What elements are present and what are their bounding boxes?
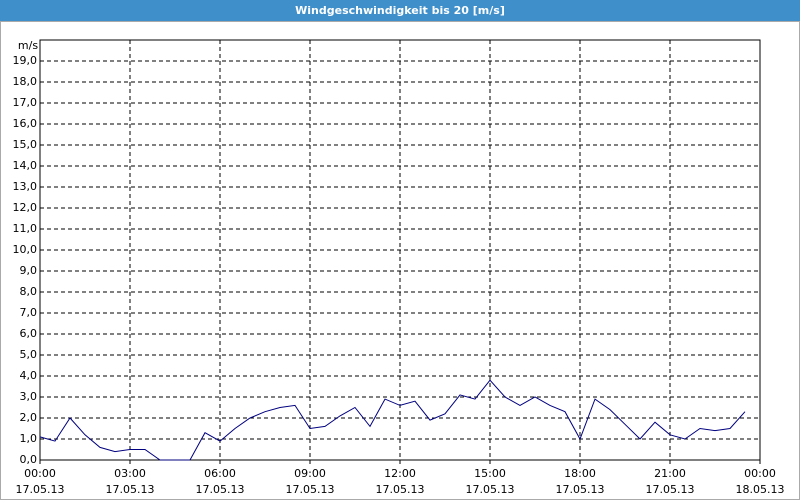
y-tick-label: 9,0 bbox=[20, 264, 38, 277]
y-tick-label: 1,0 bbox=[20, 432, 38, 445]
y-tick-label: 17,0 bbox=[13, 96, 38, 109]
y-tick-label: 14,0 bbox=[13, 159, 38, 172]
y-tick-label: 0,0 bbox=[20, 453, 38, 466]
y-tick-label: 18,0 bbox=[13, 75, 38, 88]
y-tick-label: 15,0 bbox=[13, 138, 38, 151]
plot-frame bbox=[39, 39, 761, 461]
x-tick-label: 03:00 17.05.13 bbox=[105, 467, 155, 496]
y-unit: m/s bbox=[18, 39, 38, 52]
y-tick-label: 10,0 bbox=[13, 243, 38, 256]
y-tick-label: 8,0 bbox=[20, 285, 38, 298]
y-tick-label: 11,0 bbox=[13, 222, 38, 235]
x-tick-label: 18:00 17.05.13 bbox=[555, 467, 605, 496]
y-tick-label: 12,0 bbox=[13, 201, 38, 214]
x-tick-label: 21:00 17.05.13 bbox=[645, 467, 695, 496]
y-tick-label: 4,0 bbox=[20, 369, 38, 382]
y-tick-label: 5,0 bbox=[20, 348, 38, 361]
y-tick-label: 13,0 bbox=[13, 180, 38, 193]
x-tick-label: 15:00 17.05.13 bbox=[465, 467, 515, 496]
y-tick-label: 7,0 bbox=[20, 306, 38, 319]
x-tick-label: 09:00 17.05.13 bbox=[285, 467, 335, 496]
x-tick-label: 00:00 18.05.13 bbox=[735, 467, 785, 496]
chart-title: Windgeschwindigkeit bis 20 [m/s] bbox=[0, 0, 800, 21]
y-tick-label: 2,0 bbox=[20, 411, 38, 424]
y-tick-label: 6,0 bbox=[20, 327, 38, 340]
x-tick-label: 12:00 17.05.13 bbox=[375, 467, 425, 496]
x-tick-label: 06:00 17.05.13 bbox=[195, 467, 245, 496]
y-tick-label: 16,0 bbox=[13, 117, 38, 130]
data-line bbox=[39, 379, 746, 461]
x-tick-label: 00:00 17.05.13 bbox=[15, 467, 65, 496]
y-tick-label: 19,0 bbox=[13, 54, 38, 67]
y-tick-label: 3,0 bbox=[20, 390, 38, 403]
